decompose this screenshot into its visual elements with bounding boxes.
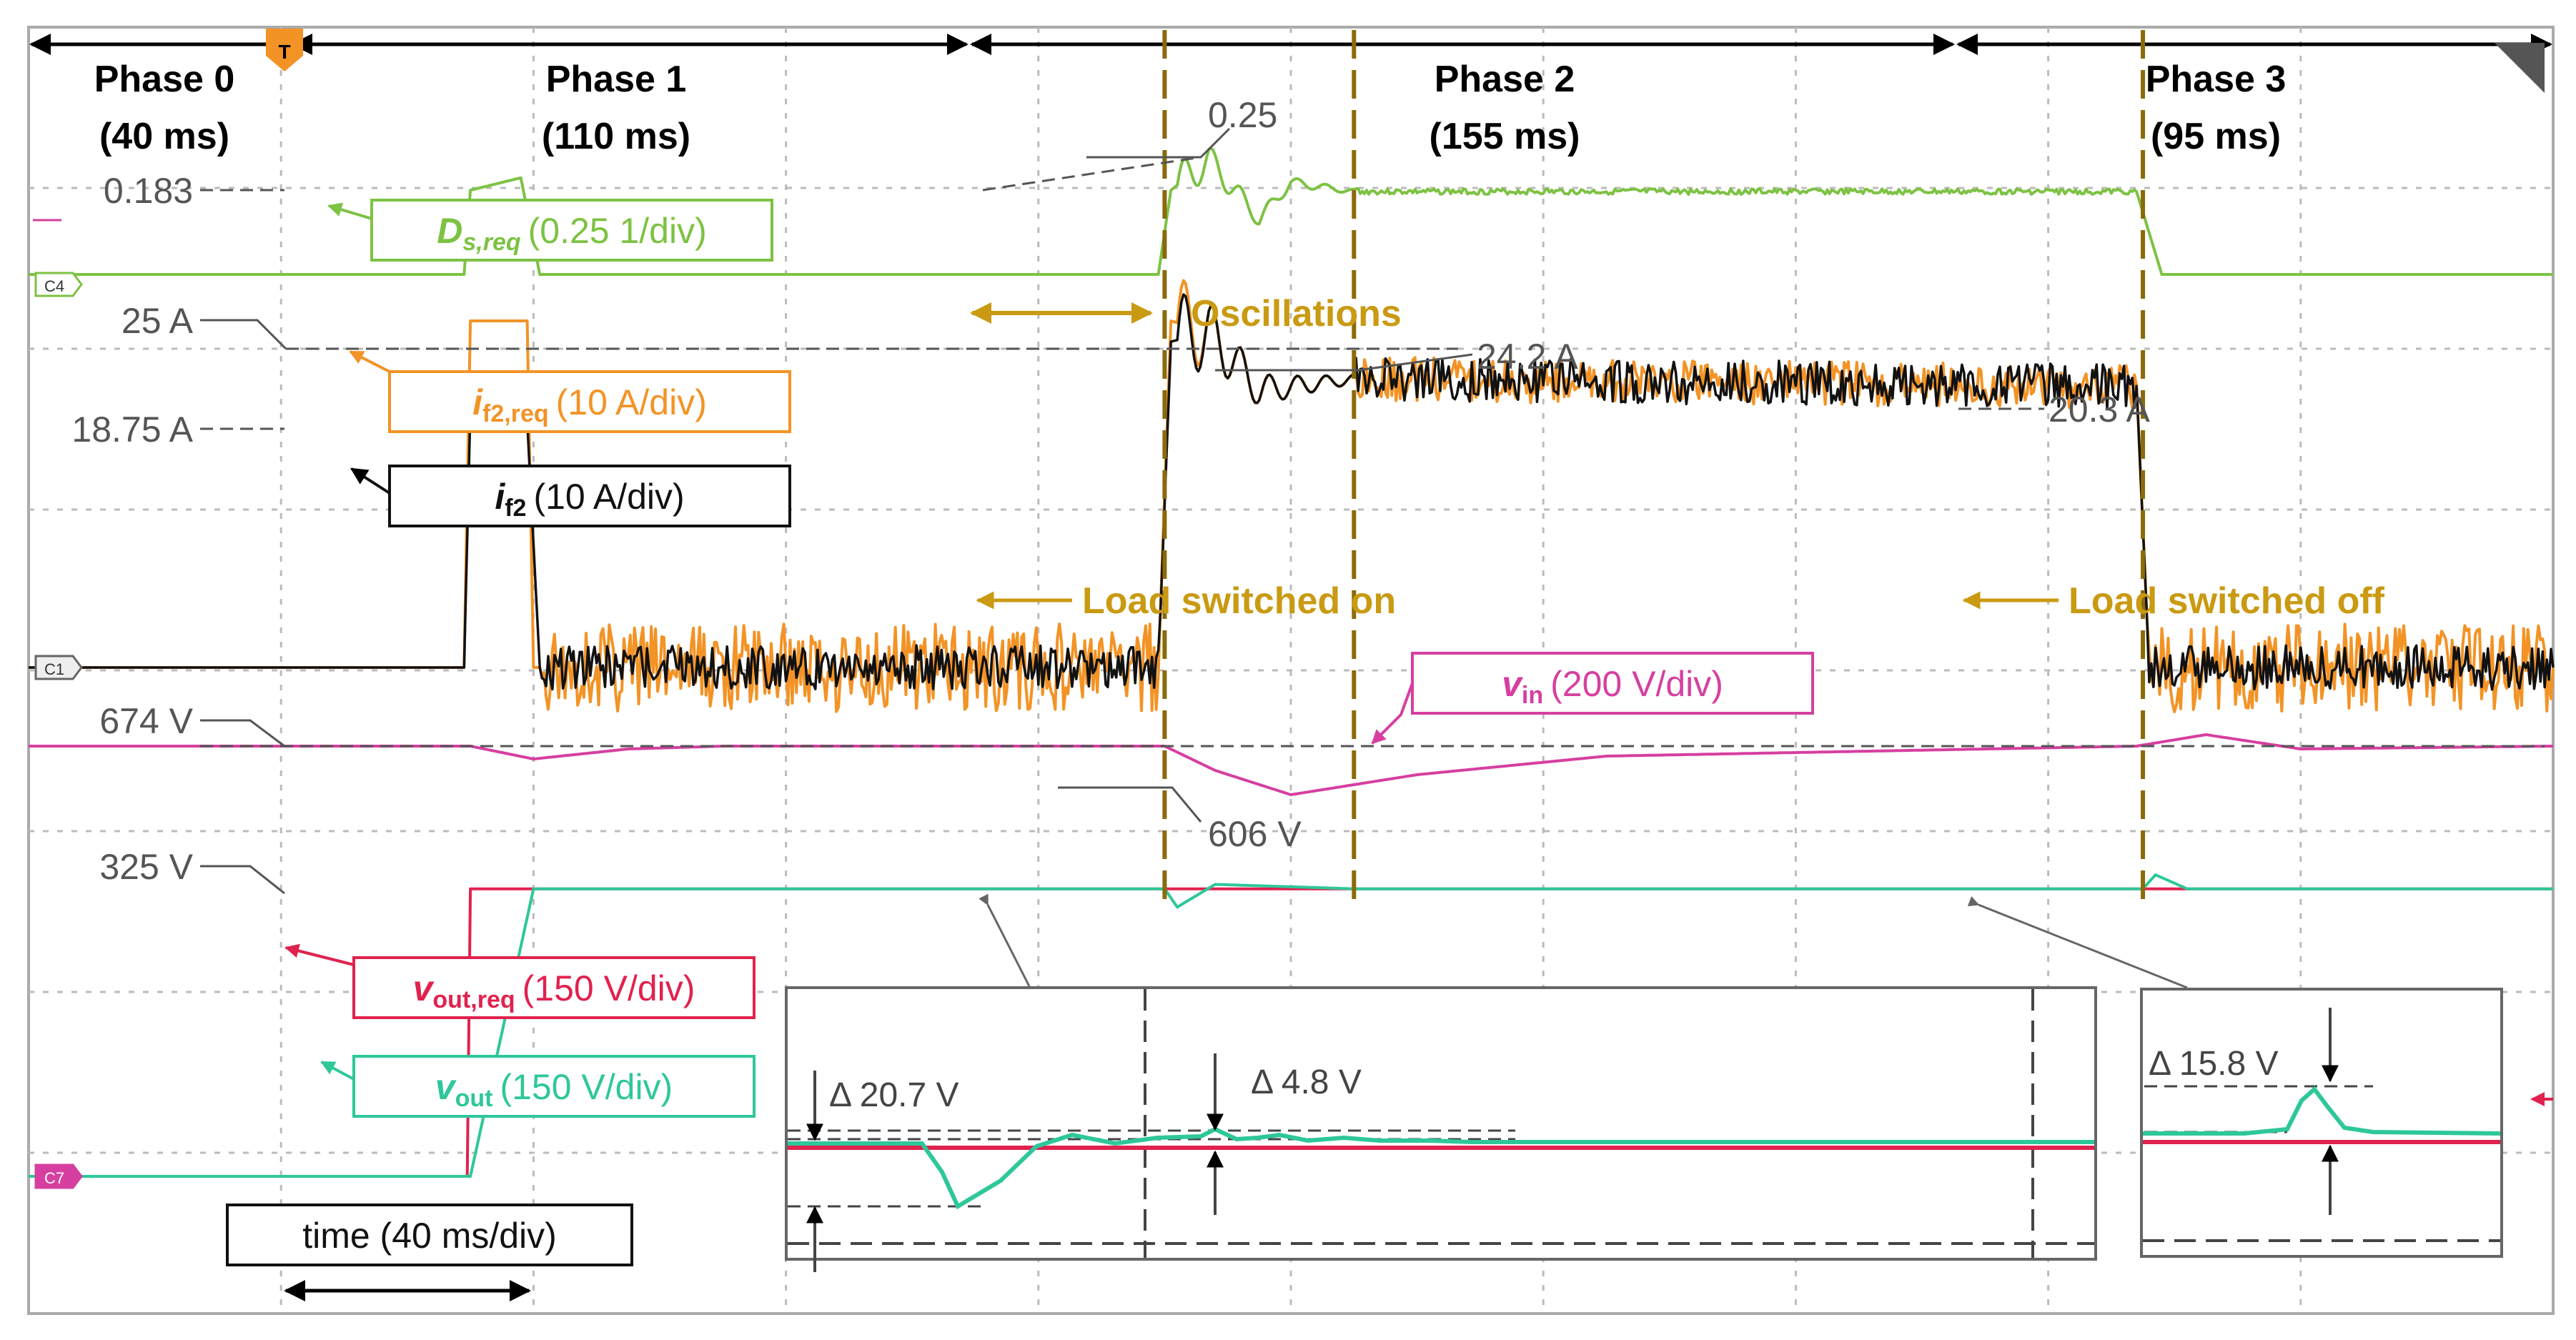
legend-if2-symbol: i	[495, 477, 505, 517]
legend-v-out-symbol: v	[435, 1067, 457, 1107]
inset-2-delta: Δ 15.8 V	[2149, 1045, 2279, 1083]
legend-d-s-req-sub: s,req	[462, 229, 520, 256]
annotation-if2req-level-text: 25 A	[122, 301, 194, 341]
legend-v-out-scale: (150 V/div)	[500, 1067, 673, 1107]
load-off-annotation: Load switched off	[1962, 580, 2385, 622]
annotation-vin-min: 606 V	[200, 745, 2545, 854]
zoom-inset-2: Δ 15.8 V	[1967, 896, 2553, 1258]
oscillations-text: Oscillations	[1191, 293, 1402, 334]
legend-if2: if2 (10 A/div)	[350, 465, 791, 527]
phase-3-name: Phase 3	[2146, 59, 2287, 100]
phase-1-duration: (110 ms)	[542, 116, 690, 157]
annotation-d-level: 0.183	[104, 171, 284, 211]
legend-if2-req-symbol: i	[472, 382, 483, 422]
legend-v-out-req-scale: (150 V/div)	[522, 968, 695, 1008]
annotation-if2-level: 18.75 A	[71, 410, 284, 450]
annotation-if2-peak: 24.2 A	[286, 337, 1578, 377]
channel-tag-c7-label: C7	[44, 1169, 64, 1187]
legend-if2-sub: f2	[505, 495, 526, 522]
legend-v-out-req: vout,req (150 V/div)	[284, 943, 756, 1019]
load-on-text: Load switched on	[1082, 580, 1396, 622]
legend-v-in: vin (200 V/div)	[1371, 652, 1814, 745]
annotation-if2-level-text: 18.75 A	[71, 410, 193, 450]
legend-v-out-req-symbol: v	[413, 968, 435, 1008]
phase-0-name: Phase 0	[94, 59, 235, 100]
annotation-d-peak-text: 0.25	[1208, 95, 1277, 135]
scope-corner-icon	[2495, 43, 2545, 93]
phase-bar: Phase 0 (40 ms) Phase 1 (110 ms) Phase 2…	[29, 34, 2552, 157]
phase-3-duration: (95 ms)	[2151, 116, 2281, 157]
trigger-tag: T	[278, 41, 290, 63]
svg-text:Ds,req(0.25 1/div): Ds,req (0.25 1/div)	[437, 211, 707, 256]
phase-separators	[1162, 30, 2146, 909]
trigger-marker: T	[266, 29, 303, 71]
legend-d-s-req-symbol: D	[437, 211, 462, 251]
time-scale: time (40 ms/div)	[226, 1203, 633, 1301]
channel-tag-c4-label: C4	[44, 277, 64, 295]
annotation-if2-peak-text: 24.2 A	[1477, 337, 1578, 377]
legend-if2-scale: (10 A/div)	[533, 477, 684, 517]
annotation-vout-level-text: 325 V	[99, 847, 193, 887]
svg-text:vout(150 V/div): vout (150 V/div)	[435, 1067, 673, 1112]
inset-2-side-arrow-icon	[2530, 1092, 2545, 1106]
annotation-if2-steady-text: 20.3 A	[2049, 389, 2150, 430]
annotation-if2-steady: 20.3 A	[1958, 389, 2150, 430]
phase-1: Phase 1 (110 ms)	[542, 59, 690, 157]
legend-if2-req: if2,req (10 A/div)	[349, 350, 791, 433]
phase-0: Phase 0 (40 ms)	[94, 59, 235, 157]
legend-v-out-req-sub: out,req	[432, 986, 515, 1013]
trace-i-f2	[29, 293, 2555, 691]
level-annotations: 0.183 25 A 18.75 A 674 V 325 V 0.25 24.2	[71, 95, 2545, 895]
legend-v-out-sub: out	[455, 1085, 493, 1112]
legend-if2-req-sub: f2,req	[482, 400, 549, 427]
trace-v-out	[29, 873, 2553, 1178]
load-on-annotation: Load switched on	[976, 580, 1396, 622]
annotation-vin-min-text: 606 V	[1208, 814, 1302, 854]
annotation-d-level-text: 0.183	[104, 171, 193, 211]
oscillations-annotation: Oscillations	[970, 293, 1402, 334]
legend-if2-req-scale: (10 A/div)	[556, 382, 707, 422]
phase-3: Phase 3 (95 ms)	[2146, 59, 2287, 157]
time-scale-label: time (40 ms/div)	[302, 1216, 557, 1256]
legend-d-s-req-scale: (0.25 1/div)	[528, 211, 707, 251]
annotation-vin-level-text: 674 V	[99, 701, 193, 741]
svg-text:vin(200 V/div): vin (200 V/div)	[1502, 664, 1723, 709]
legend-v-in-symbol: v	[1502, 664, 1524, 704]
annotation-d-peak: 0.25	[982, 95, 1277, 192]
svg-text:if2,req(10 A/div): if2,req (10 A/div)	[472, 382, 707, 427]
annotation-vin-level: 674 V	[99, 701, 285, 748]
annotation-if2req-level: 25 A	[122, 301, 287, 350]
phase-2-name: Phase 2	[1435, 59, 1575, 100]
annotation-vout-level: 325 V	[99, 847, 285, 895]
legend-d-s-req: Ds,req (0.25 1/div)	[327, 199, 773, 262]
legend-v-out: vout (150 V/div)	[320, 1055, 756, 1118]
channel-tag-c7: C7	[34, 1163, 83, 1189]
inset-1-delta-1: Δ 20.7 V	[829, 1076, 959, 1114]
channel-tag-c1: C1	[34, 655, 83, 680]
trace-d-s-req	[29, 147, 2553, 276]
svg-text:if2(10 A/div): if2 (10 A/div)	[495, 477, 684, 522]
channel-tag-c4: C4	[34, 272, 83, 297]
inset-1-delta-2: Δ 4.8 V	[1251, 1063, 1362, 1101]
legend-v-in-sub: in	[1522, 682, 1543, 709]
phase-2: Phase 2 (155 ms)	[1430, 59, 1580, 157]
channel-tag-c1-label: C1	[44, 660, 64, 678]
svg-text:vout,req(150 V/div): vout,req (150 V/div)	[413, 968, 695, 1013]
phase-0-duration: (40 ms)	[99, 116, 229, 157]
phase-1-name: Phase 1	[546, 59, 687, 100]
load-off-text: Load switched off	[2069, 580, 2385, 622]
zoom-inset-1: Δ 20.7 V Δ 4.8 V	[785, 893, 2097, 1272]
phase-2-duration: (155 ms)	[1430, 116, 1580, 157]
legend-v-in-scale: (200 V/div)	[1550, 664, 1723, 704]
